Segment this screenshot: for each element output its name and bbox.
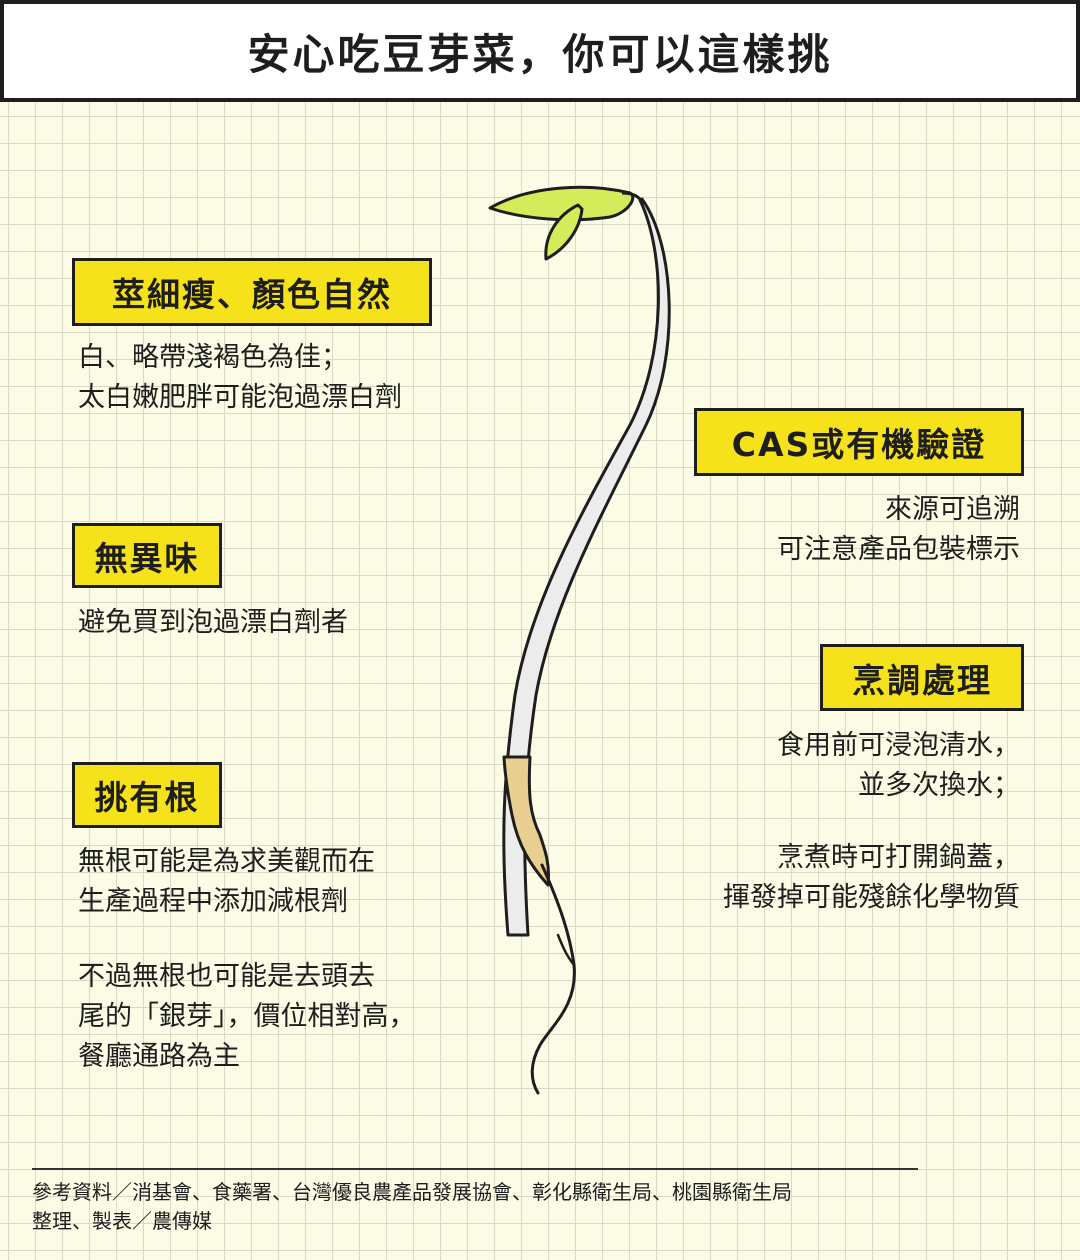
tag-stem: 莖細瘦、顏色自然 [72, 258, 432, 326]
footer-references: 參考資料／消基會、食藥署、台灣優良農產品發展協會、彰化縣衛生局、桃園縣衛生局 [32, 1180, 792, 1204]
stem-text: 白、略帶淺褐色為佳； 太白嫩肥胖可能泡過漂白劑 [78, 342, 402, 413]
smell-text: 避免買到泡過漂白劑者 [78, 607, 348, 638]
bean-sprout-icon [488, 185, 671, 1095]
footer-credit: 整理、製表／農傳媒 [32, 1209, 212, 1233]
cert-text: 來源可追溯 可注意產品包裝標示 [777, 494, 1020, 565]
page-title: 安心吃豆芽菜，你可以這樣挑 [247, 29, 833, 79]
footer: 參考資料／消基會、食藥署、台灣優良農產品發展協會、彰化縣衛生局、桃園縣衛生局 整… [32, 1178, 792, 1236]
tag-smell: 無異味 [72, 523, 222, 588]
tag-root: 挑有根 [72, 762, 222, 828]
tag-cooking: 烹調處理 [820, 644, 1024, 711]
cook-text-1: 食用前可浸泡清水， 並多次換水； [777, 730, 1020, 801]
root-text-1: 無根可能是為求美觀而在 生產過程中添加減根劑 [78, 846, 375, 917]
root-text-2: 不過無根也可能是去頭去 尾的「銀芽」，價位相對高， 餐廳通路為主 [78, 961, 416, 1072]
title-banner: 安心吃豆芽菜，你可以這樣挑 [0, 0, 1080, 102]
footer-divider [32, 1168, 918, 1170]
tag-certification: CAS或有機驗證 [694, 408, 1024, 476]
cook-text-2: 烹煮時可打開鍋蓋， 揮發掉可能殘餘化學物質 [723, 842, 1020, 913]
